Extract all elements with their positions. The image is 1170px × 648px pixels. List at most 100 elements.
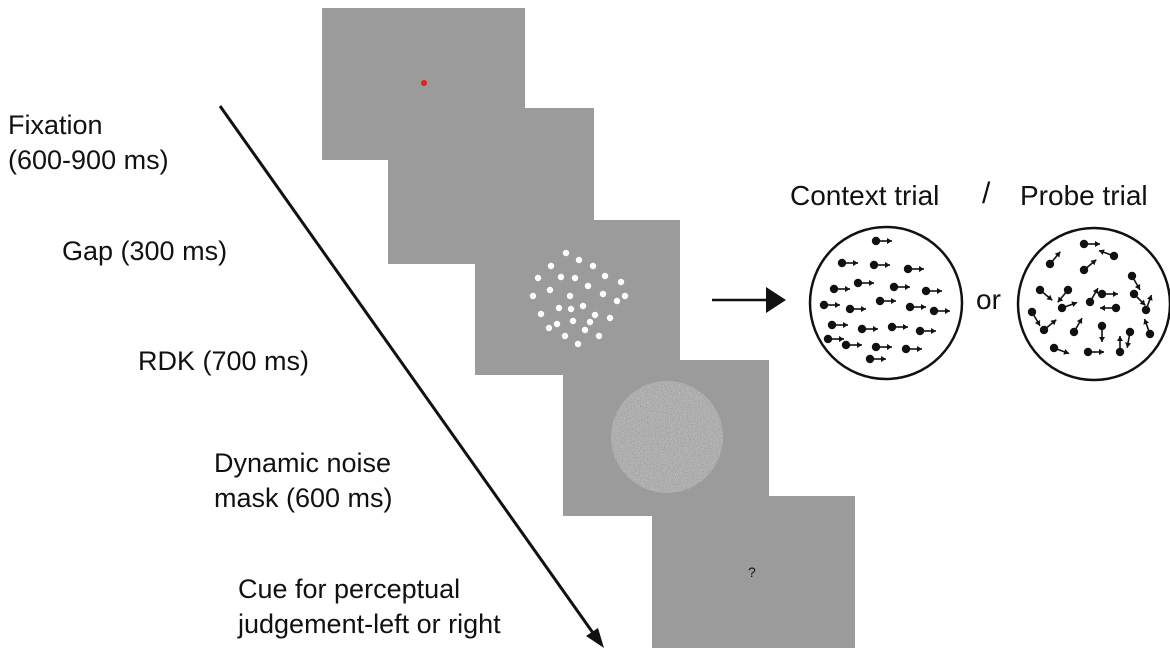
rdk-dot: [595, 332, 603, 340]
rdk-dot: [562, 249, 570, 257]
rdk-dot: [561, 332, 569, 340]
cue-label-line-1: Cue for perceptual: [238, 574, 461, 604]
rdk-dot: [589, 262, 597, 270]
rdk-dot: [599, 290, 607, 298]
probe-trial-label: Probe trial: [1020, 180, 1148, 211]
rdk-dot: [591, 311, 599, 319]
rdk-dot: [579, 302, 587, 310]
rdk-dot: [547, 262, 555, 270]
motion-dot: [871, 342, 892, 352]
stage-to-trials-arrowhead: [766, 287, 786, 313]
motion-dot: [1057, 285, 1073, 303]
gap-label-line-1: Gap (300 ms): [62, 236, 228, 266]
rdk-dot: [617, 278, 625, 286]
motion-dot: [841, 340, 862, 350]
fixation-label-line-1: Fixation: [8, 110, 103, 140]
context-motion-dots: [819, 236, 950, 364]
rdk-dot: [545, 324, 553, 332]
motion-dot: [1085, 287, 1099, 307]
motion-dot: [865, 354, 886, 364]
motion-dot: [929, 306, 950, 316]
motion-dot: [1069, 317, 1083, 337]
motion-dot: [857, 324, 878, 334]
motion-dot: [915, 326, 936, 336]
screen-noise-mask: [563, 360, 769, 516]
stage-label-fixation: Fixation (600-900 ms): [8, 108, 169, 178]
motion-dot: [1083, 347, 1104, 357]
motion-dot: [869, 260, 890, 270]
motion-dot: [1097, 321, 1107, 342]
rdk-dot: [553, 320, 561, 328]
rdk-dot: [566, 292, 574, 300]
rdk-dot: [529, 292, 537, 300]
motion-dot: [1127, 271, 1141, 291]
motion-dot: [837, 258, 858, 268]
rdk-dot: [601, 272, 609, 280]
motion-dot: [1079, 239, 1100, 249]
context-aperture: [808, 225, 964, 381]
rdk-dot: [571, 274, 579, 282]
motion-dot: [853, 278, 874, 288]
stage-label-gap: Gap (300 ms): [62, 234, 227, 269]
mask-label-line-1: Dynamic noise: [214, 448, 392, 478]
rdk-label-line-1: RDK (700 ms): [138, 346, 310, 376]
rdk-dot: [621, 292, 629, 300]
motion-dot: [1057, 301, 1078, 313]
motion-dot: [823, 334, 844, 344]
motion-dot: [1039, 319, 1057, 335]
motion-dot: [1129, 289, 1146, 306]
motion-dot: [1027, 307, 1041, 327]
cue-symbol: ?: [748, 564, 756, 580]
motion-dot: [905, 302, 926, 312]
rdk-dot: [584, 282, 592, 290]
fixation-label-line-2: (600-900 ms): [8, 145, 169, 175]
or-label: or: [976, 284, 1001, 315]
probe-aperture: [1016, 226, 1170, 382]
stage-label-rdk: RDK (700 ms): [138, 344, 309, 379]
rdk-dot: [613, 297, 621, 305]
rdk-dot: [567, 305, 575, 313]
cue-label-line-2: judgement-left or right: [238, 609, 501, 639]
screen-cue: ?: [652, 496, 855, 648]
motion-dot: [875, 296, 896, 306]
motion-dot: [1141, 294, 1153, 315]
rdk-dot: [557, 273, 565, 281]
motion-dot: [819, 300, 840, 310]
rdk-dot: [537, 310, 545, 318]
rdk-dot: [586, 318, 594, 326]
motion-dot: [889, 282, 910, 292]
motion-dot: [1049, 343, 1070, 355]
rdk-dot: [569, 317, 577, 325]
probe-motion-dots: [1027, 239, 1155, 357]
rdk-dots: [529, 249, 629, 348]
fixation-dot: [421, 80, 427, 86]
rdk-dot: [606, 314, 614, 322]
rdk-dot: [534, 274, 542, 282]
timeline-arrowhead: [586, 628, 604, 648]
motion-dot: [921, 286, 942, 296]
motion-dot: [871, 236, 892, 246]
motion-dot: [845, 304, 866, 314]
stage-label-mask: Dynamic noise mask (600 ms): [214, 446, 393, 516]
rdk-dot: [575, 256, 583, 264]
motion-dot: [1097, 289, 1118, 299]
motion-dot: [903, 264, 924, 274]
rdk-dot: [555, 304, 563, 312]
motion-dot: [1125, 327, 1135, 348]
motion-dot: [901, 344, 922, 354]
trial-separator: /: [982, 177, 991, 210]
noise-mask: [611, 381, 723, 493]
rdk-dot: [581, 326, 589, 334]
motion-dot: [1098, 249, 1119, 261]
mask-label-line-2: mask (600 ms): [214, 483, 393, 513]
screen-rdk: [475, 220, 680, 375]
rdk-dot: [546, 286, 554, 294]
motion-dot: [1079, 259, 1097, 275]
motion-dot: [1045, 251, 1061, 269]
motion-dot: [827, 320, 848, 330]
motion-dot: [1115, 336, 1125, 357]
motion-dot: [829, 284, 850, 294]
motion-dot: [1035, 285, 1053, 301]
motion-dot: [1100, 303, 1121, 313]
motion-dot: [1143, 318, 1155, 339]
